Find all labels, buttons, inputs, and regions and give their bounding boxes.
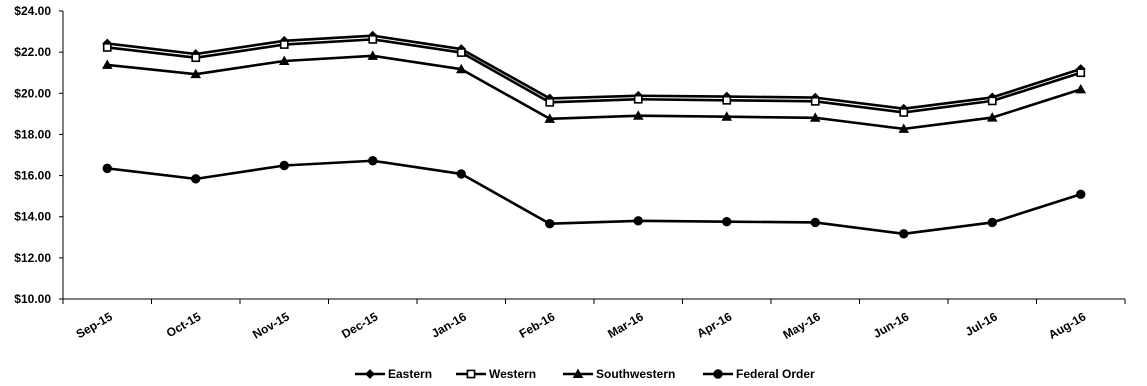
series-line — [107, 34, 1082, 111]
data-point — [455, 63, 467, 74]
x-axis: Sep-15 Oct-15 Nov-15 Dec-15 Jan-16 Feb-16 Mar-… — [62, 298, 1126, 342]
data-point — [102, 163, 112, 174]
data-point — [102, 43, 112, 52]
x-tick-label: Jun-16 — [871, 309, 912, 341]
data-point — [633, 94, 643, 104]
x-tick-label: Sep-15 — [74, 309, 115, 341]
data-point — [632, 110, 644, 120]
data-point — [810, 96, 820, 106]
series-federal-order — [102, 156, 1086, 239]
x-tick-label: Aug-16 — [1046, 309, 1089, 342]
x-tick-label: Oct-15 — [164, 309, 204, 340]
y-tick-label: $20.00 — [14, 86, 51, 100]
data-point — [722, 95, 732, 105]
data-point — [190, 68, 202, 79]
data-point — [898, 123, 910, 133]
legend-marker — [572, 368, 584, 379]
data-point — [279, 160, 289, 171]
data-point — [987, 96, 997, 106]
data-point — [1076, 68, 1086, 78]
series-line — [107, 54, 1082, 131]
data-point — [544, 113, 556, 123]
legend-item-federal-order: Federal Order — [703, 367, 815, 381]
data-point — [101, 59, 113, 69]
series-line — [107, 38, 1082, 114]
data-point — [456, 48, 466, 57]
legend-item-western: Western — [456, 367, 536, 381]
series-line — [107, 159, 1082, 236]
data-point — [545, 97, 555, 107]
data-point — [722, 216, 732, 227]
x-tick-label: Nov-15 — [250, 309, 292, 341]
legend-marker — [713, 369, 723, 379]
data-point — [633, 216, 643, 226]
data-point — [986, 112, 998, 122]
data-point — [810, 217, 820, 228]
y-tick-label: $16.00 — [14, 169, 51, 183]
series-layer — [101, 30, 1087, 239]
data-point — [368, 35, 378, 44]
y-tick-label: $10.00 — [14, 292, 51, 306]
data-point — [545, 219, 555, 229]
legend-marker — [466, 369, 476, 379]
data-point — [191, 174, 201, 184]
y-tick-label: $18.00 — [14, 127, 51, 141]
data-point — [367, 50, 379, 60]
x-tick-label: Apr-16 — [694, 309, 734, 340]
y-tick-label: $22.00 — [14, 45, 51, 59]
x-tick-label: Jan-16 — [429, 309, 469, 340]
legend: Eastern Western Southwestern Federal Order — [355, 367, 815, 381]
data-point — [809, 112, 821, 122]
data-point — [899, 229, 909, 239]
data-point — [899, 108, 909, 117]
legend-label: Southwestern — [596, 367, 675, 381]
x-tick-label: Dec-15 — [339, 309, 380, 341]
series-southwestern — [101, 50, 1087, 133]
y-tick-label: $24.00 — [14, 4, 51, 18]
data-point — [278, 55, 290, 66]
data-point — [1075, 83, 1087, 94]
legend-label: Western — [489, 367, 536, 381]
y-tick-label: $12.00 — [14, 251, 51, 265]
legend-label: Eastern — [388, 367, 432, 381]
data-point — [191, 53, 201, 63]
x-tick-label: Mar-16 — [605, 309, 646, 341]
legend-item-eastern: Eastern — [355, 367, 432, 381]
y-axis: $10.00 $12.00 $14.00 $16.00 $18.00 $20.00 $22.… — [14, 4, 64, 306]
data-point — [987, 217, 997, 228]
data-point — [721, 111, 733, 121]
data-point — [456, 169, 466, 179]
legend-marker — [365, 369, 375, 379]
data-point — [368, 156, 378, 166]
legend-label: Federal Order — [736, 367, 815, 381]
data-point — [279, 40, 289, 49]
x-tick-label: Feb-16 — [517, 309, 558, 341]
data-point — [1076, 189, 1086, 199]
legend-item-southwestern: Southwestern — [563, 367, 675, 381]
series-western — [102, 35, 1086, 117]
x-tick-label: May-16 — [781, 309, 824, 342]
y-tick-label: $14.00 — [14, 210, 51, 224]
x-tick-label: Jul-16 — [963, 309, 1000, 339]
